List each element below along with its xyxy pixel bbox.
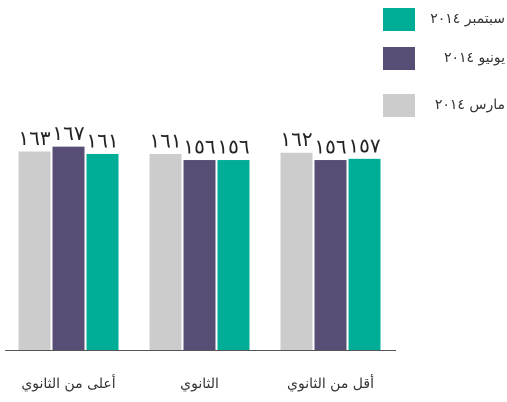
bar — [314, 160, 347, 350]
bar — [348, 158, 381, 350]
data-label: ١٥٦ — [217, 135, 249, 159]
legend-label: مارس ٢٠١٤ — [435, 97, 505, 113]
bar — [149, 153, 182, 350]
legend-label: سبتمبر ٢٠١٤ — [430, 11, 505, 27]
x-tick-label: الثانوي — [180, 376, 219, 392]
bar — [86, 153, 119, 350]
bar — [52, 146, 85, 350]
data-label: ١٦٧ — [52, 121, 84, 145]
legend-swatch — [383, 94, 415, 117]
x-tick-label: أقل من الثانوي — [287, 374, 374, 392]
data-label: ١٦٣ — [18, 126, 50, 150]
legend-swatch — [383, 47, 415, 70]
bar — [183, 160, 216, 350]
data-label: ١٦٢ — [280, 127, 312, 151]
legend-label: يونيو ٢٠١٤ — [444, 50, 505, 66]
data-label: ١٥٦ — [183, 135, 215, 159]
data-label: ١٦١ — [86, 128, 118, 152]
legend-swatch — [383, 8, 415, 31]
x-tick-label: أعلى من الثانوي — [21, 374, 115, 392]
bar — [18, 151, 51, 350]
bar — [280, 152, 313, 350]
data-label: ١٥٧ — [348, 133, 380, 157]
data-label: ١٥٦ — [314, 135, 346, 159]
bar — [217, 160, 250, 350]
data-label: ١٦١ — [149, 128, 181, 152]
